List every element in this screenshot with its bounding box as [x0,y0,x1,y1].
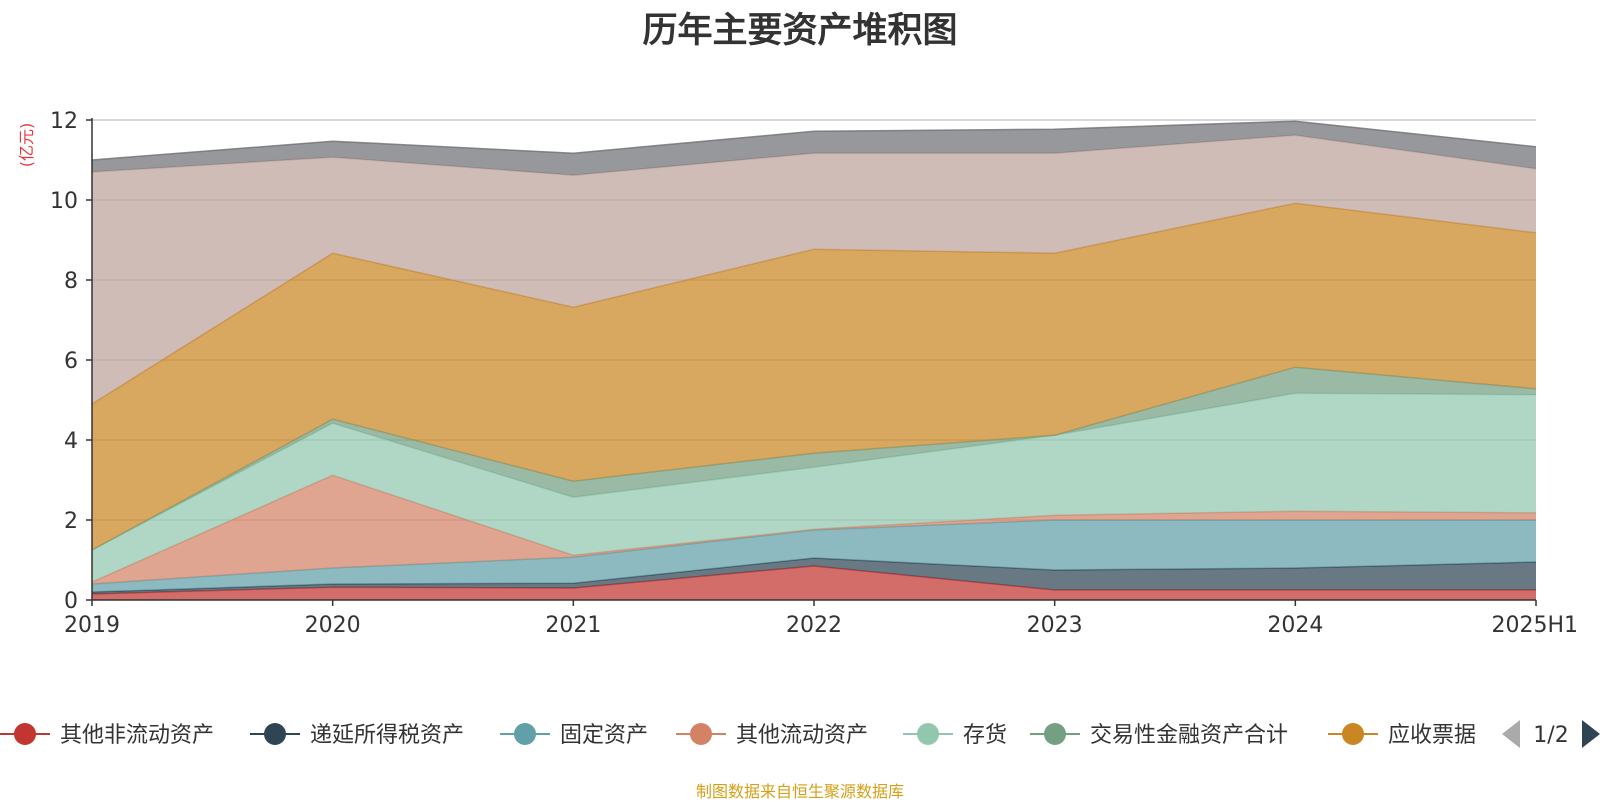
legend-label: 应收票据 [1388,723,1476,748]
area-series-7 [92,135,1536,404]
legend-page-indicator: 1/2 [1533,723,1568,748]
area-series-8 [92,121,1536,176]
legend-marker-icon [514,723,536,745]
legend-marker-icon [1342,723,1364,745]
area-series-2 [92,520,1536,592]
x-tick-label: 2023 [1027,613,1083,638]
triangle-left-icon[interactable] [1502,720,1520,748]
legend-item[interactable]: 其他非流动资产 [0,723,214,748]
legend-item[interactable]: 递延所得税资产 [250,723,464,748]
x-tick-label: 2020 [305,613,361,638]
legend-item[interactable]: 存货 [903,723,1007,748]
legend-item[interactable]: 其他流动资产 [676,723,868,748]
x-tick-label: 2024 [1267,613,1323,638]
y-tick-label: 2 [64,509,78,534]
y-axis-label: (亿元) [17,123,36,168]
source-note: 制图数据来自恒生聚源数据库 [695,782,904,801]
y-tick-label: 8 [64,269,78,294]
legend-label: 其他流动资产 [736,723,868,748]
chart-title: 历年主要资产堆积图 [642,11,958,51]
legend-item[interactable]: 交易性金融资产合计 [1030,723,1288,748]
axes: 0 2 4 6 8 10 12 2019 2020 2021 2022 2023 2024 2025H1 [50,109,1578,638]
y-tick-label: 12 [50,109,78,134]
area-series-6 [92,203,1536,550]
x-tick-label: 2019 [64,613,120,638]
legend-marker-icon [1044,723,1066,745]
y-tick-label: 0 [64,589,78,614]
legend-item[interactable]: 应收票据 [1328,723,1476,748]
y-tick-label: 6 [64,349,78,374]
x-tick-label: 2022 [786,613,842,638]
y-tick-label: 4 [64,429,78,454]
series-line-8 [91,120,1537,161]
x-tick-label: 2021 [545,613,601,638]
legend-label: 存货 [963,723,1007,748]
area-series-group [91,120,1537,600]
legend: 其他非流动资产 递延所得税资产 固定资产 其他流动资产 存货 交易性金融资产合计 应收票据 1… [0,720,1600,748]
legend-marker-icon [917,723,939,745]
area-series-4 [92,393,1536,582]
triangle-right-icon[interactable] [1582,720,1600,748]
legend-marker-icon [14,723,36,745]
area-series-0 [92,566,1536,600]
area-series-1 [92,558,1536,594]
legend-marker-icon [690,723,712,745]
y-tick-label: 10 [50,189,78,214]
legend-label: 递延所得税资产 [310,723,464,748]
x-tick-label: 2025H1 [1491,613,1578,638]
legend-label: 交易性金融资产合计 [1090,723,1288,748]
legend-item[interactable]: 固定资产 [500,723,648,748]
legend-marker-icon [264,723,286,745]
legend-label: 固定资产 [560,723,648,748]
legend-label: 其他非流动资产 [60,723,214,748]
area-series-5 [92,367,1536,550]
